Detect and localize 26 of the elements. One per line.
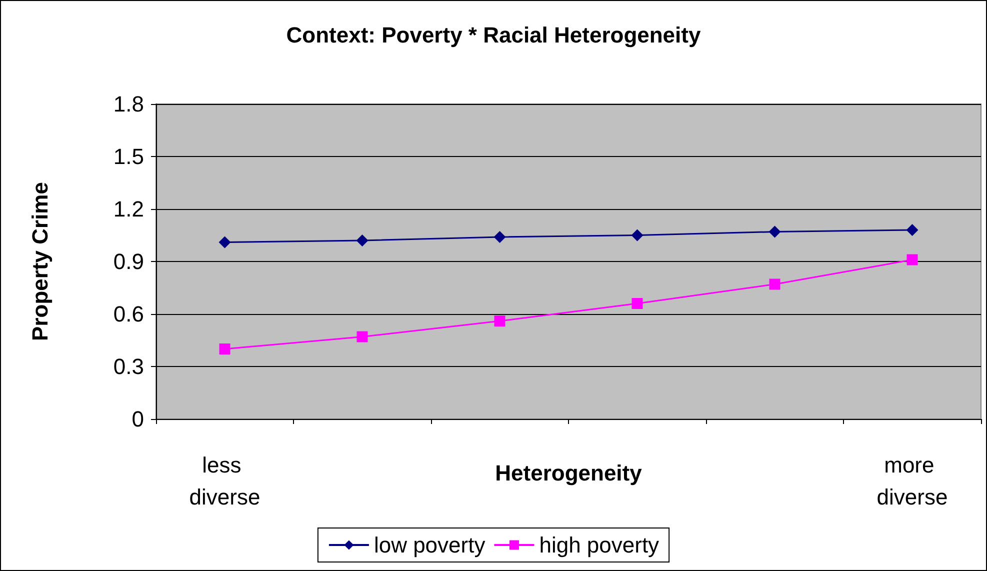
y-tick-label: 1.5 (113, 144, 144, 169)
point (219, 344, 230, 354)
point (769, 278, 780, 290)
point (494, 231, 506, 243)
y-tick-label: 0.6 (113, 302, 144, 326)
point (906, 254, 918, 266)
chart-title: Context: Poverty * Racial Heterogeneity (286, 22, 702, 48)
point (218, 236, 231, 248)
x-axis-title: Heterogeneity (495, 460, 643, 486)
point (631, 229, 644, 242)
point (494, 316, 506, 326)
point (906, 224, 918, 236)
legend-label: high poverty (539, 532, 660, 558)
y-tick-label: 1.2 (113, 196, 144, 222)
y-tick-label: 0 (132, 406, 144, 432)
y-tick-label: 0.3 (113, 354, 144, 379)
point (356, 234, 368, 246)
y-axis-title: Property Crime (28, 182, 52, 341)
point (768, 226, 781, 238)
x-tick-label: more diverse (876, 452, 948, 510)
legend-label: low poverty (374, 532, 486, 558)
x-tick-label: less diverse (189, 452, 260, 510)
y-tick-label: 0.9 (113, 249, 144, 274)
point (356, 331, 368, 342)
y-tick-label: 1.8 (113, 92, 144, 116)
point (632, 298, 643, 309)
